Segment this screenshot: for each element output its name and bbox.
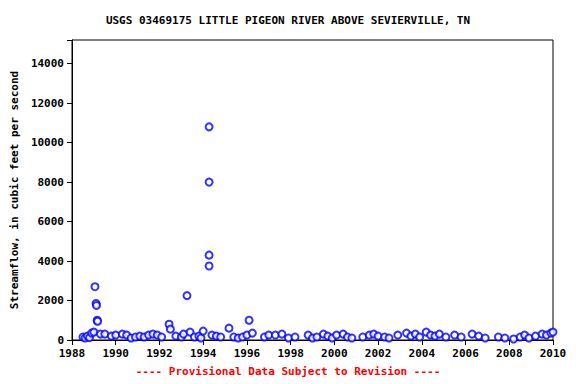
svg-text:6000: 6000 [38,215,65,228]
svg-text:8000: 8000 [38,176,65,189]
svg-text:1994: 1994 [190,347,217,360]
svg-text:4000: 4000 [38,255,65,268]
svg-text:14000: 14000 [31,57,64,70]
svg-text:1990: 1990 [102,347,128,360]
svg-text:2008: 2008 [496,347,523,360]
svg-text:---- Provisional Data Subject: ---- Provisional Data Subject to Revisio… [136,365,441,378]
svg-text:12000: 12000 [31,97,64,110]
svg-text:0: 0 [57,334,64,347]
svg-text:1988: 1988 [59,347,86,360]
svg-text:1992: 1992 [146,347,173,360]
svg-text:2006: 2006 [452,347,479,360]
svg-text:USGS 03469175 LITTLE PIGEON RI: USGS 03469175 LITTLE PIGEON RIVER ABOVE … [106,14,470,27]
svg-text:10000: 10000 [31,136,64,149]
svg-text:2010: 2010 [540,347,567,360]
svg-text:1998: 1998 [277,347,304,360]
svg-text:2000: 2000 [321,347,348,360]
svg-text:1996: 1996 [234,347,261,360]
svg-text:Streamflow, in cubic feet per: Streamflow, in cubic feet per second [8,71,21,309]
svg-text:2002: 2002 [365,347,392,360]
svg-text:2000: 2000 [38,294,65,307]
svg-text:2004: 2004 [409,347,436,360]
